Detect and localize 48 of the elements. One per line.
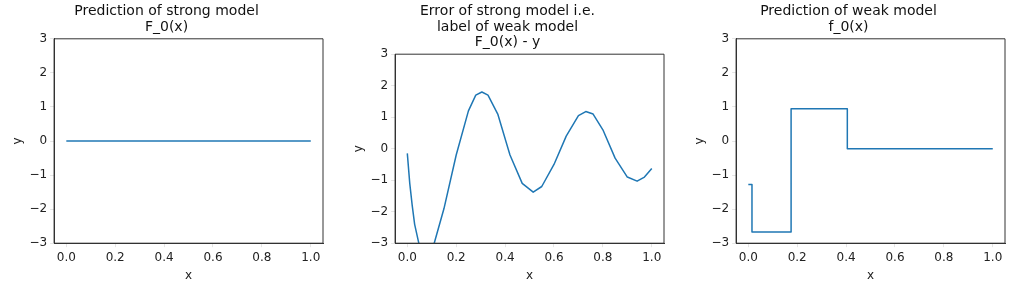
- x-tick-label: 1.0: [301, 249, 321, 264]
- x-tick-label: 0.8: [934, 249, 954, 264]
- y-tick-label: −3: [29, 235, 48, 250]
- x-tick-label: 0.2: [446, 249, 466, 264]
- x-axis-title: x: [525, 267, 534, 282]
- y-axis-title: y: [351, 145, 366, 153]
- y-tick-label: −2: [29, 201, 48, 216]
- x-tick-label: 1.0: [642, 249, 662, 264]
- y-tick-label: −3: [370, 235, 389, 250]
- x-tick-label: 0.6: [203, 249, 223, 264]
- y-tick-label: −2: [711, 201, 730, 216]
- x-tick-label: 0.2: [787, 249, 807, 264]
- y-tick-label: 0: [39, 133, 48, 148]
- y-tick-label: 0: [380, 140, 389, 155]
- x-tick-label: 1.0: [983, 249, 1003, 264]
- x-tick-label: 0.6: [544, 249, 564, 264]
- y-tick-label: 1: [39, 99, 48, 114]
- y-tick-label: −1: [370, 172, 389, 187]
- x-axis-title: x: [184, 267, 193, 282]
- y-axis-title: y: [692, 137, 707, 145]
- x-tick-label: 0.4: [154, 249, 174, 264]
- x-tick-label: 0.4: [495, 249, 515, 264]
- x-tick-label: 0.0: [56, 249, 76, 264]
- y-tick-label: −1: [29, 167, 48, 182]
- x-tick-label: 0.2: [105, 249, 125, 264]
- y-tick-label: 3: [721, 30, 730, 45]
- y-tick-label: 3: [39, 30, 48, 45]
- y-tick-label: −3: [711, 235, 730, 250]
- x-tick-label: 0.0: [397, 249, 417, 264]
- y-tick-label: 0: [721, 133, 730, 148]
- x-tick-label: 0.8: [252, 249, 272, 264]
- chart-title: Prediction of weak model f_0(x): [760, 2, 937, 34]
- chart-title: Error of strong model i.e. label of weak model F_0(x) - y: [420, 2, 595, 50]
- x-axis-title: x: [866, 267, 875, 282]
- chart-title: Prediction of strong model F_0(x): [74, 2, 259, 34]
- x-tick-label: 0.4: [836, 249, 856, 264]
- y-tick-label: 3: [380, 46, 389, 61]
- y-tick-label: −1: [711, 167, 730, 182]
- x-tick-label: 0.6: [885, 249, 905, 264]
- y-tick-label: 1: [380, 109, 389, 124]
- y-tick-label: 2: [721, 64, 730, 79]
- y-axis-title: y: [10, 137, 25, 145]
- x-tick-label: 0.8: [593, 249, 613, 264]
- y-tick-label: 2: [380, 77, 389, 92]
- x-tick-label: 0.0: [738, 249, 758, 264]
- y-tick-label: 1: [721, 99, 730, 114]
- y-tick-label: −2: [370, 203, 389, 218]
- y-tick-label: 2: [39, 64, 48, 79]
